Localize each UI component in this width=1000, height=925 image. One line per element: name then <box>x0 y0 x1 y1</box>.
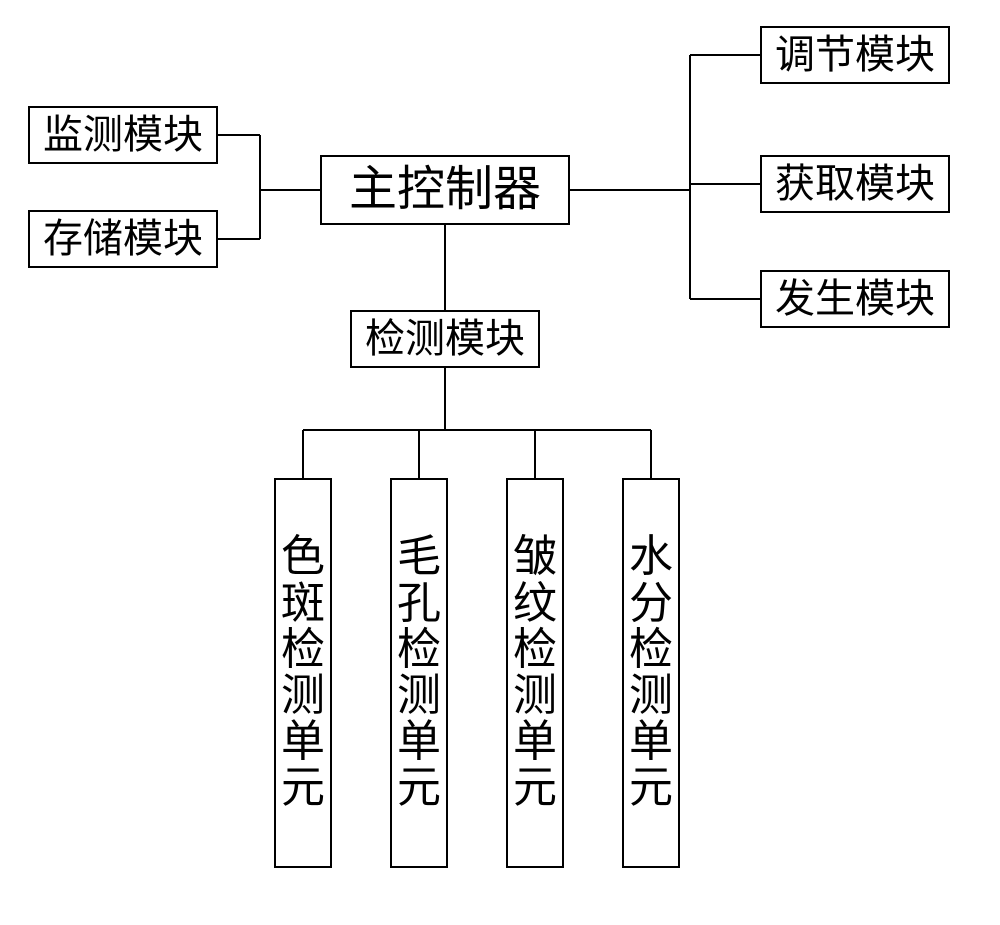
node-char: 元 <box>629 765 673 811</box>
node-char: 色 <box>281 534 325 580</box>
node-char: 单 <box>281 719 325 765</box>
node-acquire-module: 获取模块 <box>760 155 950 213</box>
node-main-controller: 主控制器 <box>320 155 570 225</box>
node-wrinkle-unit: 皱纹检测单元 <box>506 478 564 868</box>
node-label: 调节模块 <box>775 33 935 77</box>
node-label: 主控制器 <box>349 164 541 217</box>
node-char: 测 <box>513 673 557 719</box>
node-char: 斑 <box>281 581 325 627</box>
node-char: 元 <box>281 765 325 811</box>
node-storage-module: 存储模块 <box>28 210 218 268</box>
node-char: 纹 <box>513 581 557 627</box>
node-monitor-module: 监测模块 <box>28 106 218 164</box>
node-char: 测 <box>281 673 325 719</box>
node-char: 元 <box>397 765 441 811</box>
node-char: 单 <box>629 719 673 765</box>
node-char: 单 <box>513 719 557 765</box>
node-char: 皱 <box>513 534 557 580</box>
node-char: 孔 <box>397 581 441 627</box>
node-char: 测 <box>397 673 441 719</box>
node-char: 毛 <box>397 534 441 580</box>
node-label: 发生模块 <box>775 277 935 321</box>
node-adjust-module: 调节模块 <box>760 26 950 84</box>
node-char: 水 <box>629 534 673 580</box>
node-char: 检 <box>397 627 441 673</box>
node-generate-module: 发生模块 <box>760 270 950 328</box>
node-moisture-unit: 水分检测单元 <box>622 478 680 868</box>
node-char: 检 <box>629 627 673 673</box>
node-char: 检 <box>513 627 557 673</box>
node-char: 单 <box>397 719 441 765</box>
node-detect-module: 检测模块 <box>350 310 540 368</box>
node-pore-unit: 毛孔检测单元 <box>390 478 448 868</box>
node-label: 监测模块 <box>43 113 203 157</box>
node-char: 测 <box>629 673 673 719</box>
node-char: 检 <box>281 627 325 673</box>
node-spot-unit: 色斑检测单元 <box>274 478 332 868</box>
node-label: 存储模块 <box>43 217 203 261</box>
node-label: 获取模块 <box>775 162 935 206</box>
node-char: 分 <box>629 581 673 627</box>
node-char: 元 <box>513 765 557 811</box>
node-label: 检测模块 <box>365 317 525 361</box>
